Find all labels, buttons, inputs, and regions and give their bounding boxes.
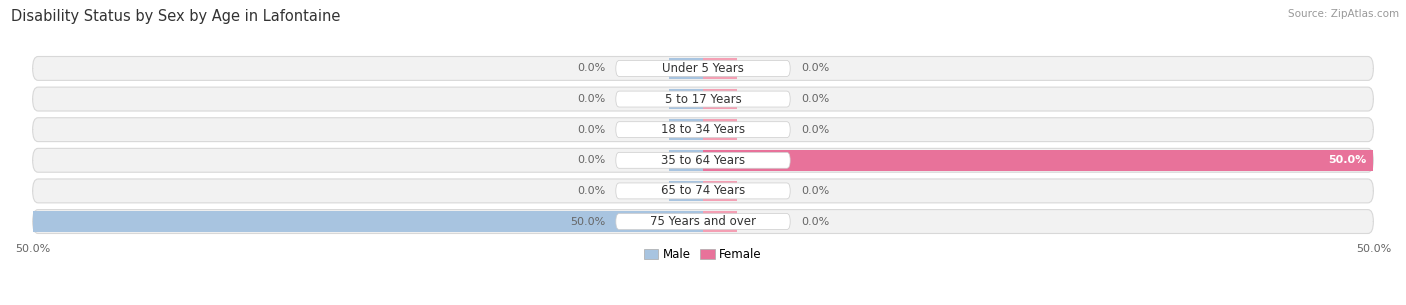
Text: 0.0%: 0.0%	[576, 125, 605, 135]
Bar	[669, 181, 703, 201]
FancyBboxPatch shape	[616, 183, 790, 199]
Text: Under 5 Years: Under 5 Years	[662, 62, 744, 75]
Bar	[703, 150, 1374, 171]
Text: 18 to 34 Years: 18 to 34 Years	[661, 123, 745, 136]
Text: 0.0%: 0.0%	[576, 155, 605, 165]
Text: 0.0%: 0.0%	[801, 94, 830, 104]
FancyBboxPatch shape	[616, 91, 790, 107]
FancyBboxPatch shape	[616, 122, 790, 138]
Text: 65 to 74 Years: 65 to 74 Years	[661, 185, 745, 197]
FancyBboxPatch shape	[32, 118, 1374, 142]
Text: 75 Years and over: 75 Years and over	[650, 215, 756, 228]
Text: Source: ZipAtlas.com: Source: ZipAtlas.com	[1288, 9, 1399, 19]
Text: 0.0%: 0.0%	[801, 125, 830, 135]
Text: 0.0%: 0.0%	[576, 63, 605, 74]
FancyBboxPatch shape	[32, 87, 1374, 111]
Bar	[703, 58, 737, 79]
Text: 50.0%: 50.0%	[1329, 155, 1367, 165]
Text: Disability Status by Sex by Age in Lafontaine: Disability Status by Sex by Age in Lafon…	[11, 9, 340, 24]
Bar	[669, 150, 703, 171]
Text: 0.0%: 0.0%	[801, 186, 830, 196]
Bar	[669, 89, 703, 109]
FancyBboxPatch shape	[32, 179, 1374, 203]
Text: 35 to 64 Years: 35 to 64 Years	[661, 154, 745, 167]
Text: 0.0%: 0.0%	[576, 94, 605, 104]
FancyBboxPatch shape	[616, 60, 790, 76]
FancyBboxPatch shape	[32, 148, 1374, 172]
Legend: Male, Female: Male, Female	[640, 244, 766, 266]
FancyBboxPatch shape	[616, 214, 790, 229]
FancyBboxPatch shape	[616, 152, 790, 168]
Bar	[703, 181, 737, 201]
Text: 0.0%: 0.0%	[576, 186, 605, 196]
Bar	[703, 89, 737, 109]
Bar	[703, 119, 737, 140]
Text: 0.0%: 0.0%	[801, 63, 830, 74]
Bar	[669, 119, 703, 140]
Text: 5 to 17 Years: 5 to 17 Years	[665, 92, 741, 106]
FancyBboxPatch shape	[32, 56, 1374, 81]
Text: 0.0%: 0.0%	[801, 217, 830, 227]
Bar	[32, 211, 703, 232]
Bar	[669, 58, 703, 79]
FancyBboxPatch shape	[32, 210, 1374, 234]
Text: 50.0%: 50.0%	[569, 217, 605, 227]
Bar	[703, 211, 737, 232]
